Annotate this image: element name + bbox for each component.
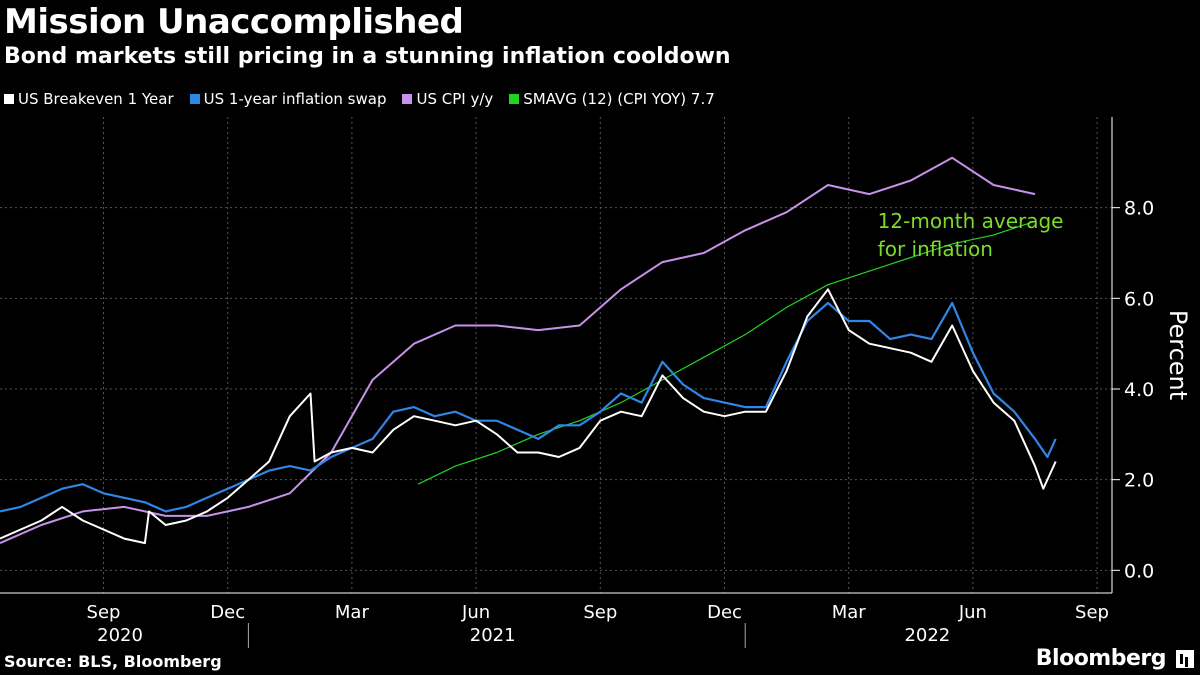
- year-label: 2020: [97, 625, 143, 646]
- legend-swatch-swap: [189, 94, 200, 104]
- x-tick-label: Sep: [1075, 602, 1109, 623]
- legend-item-cpi: US CPI y/y: [402, 90, 493, 108]
- x-tick-label: Mar: [832, 602, 867, 623]
- series-line-cpi: [0, 156, 1036, 545]
- bloomberg-mark-icon: [1176, 650, 1194, 668]
- legend-label-cpi: US CPI y/y: [416, 90, 494, 108]
- chart-subtitle: Bond markets still pricing in a stunning…: [4, 44, 731, 69]
- y-tick-label: 2.0: [1124, 470, 1154, 492]
- legend-label-breakeven: US Breakeven 1 Year: [18, 90, 174, 108]
- chart-title: Mission Unaccomplished: [4, 2, 464, 42]
- legend-label-swap: US 1-year inflation swap: [203, 90, 387, 108]
- annotation-text: for inflation: [878, 237, 993, 261]
- legend-label-smavg: SMAVG (12) (CPI YOY) 7.7: [523, 90, 715, 108]
- x-tick-label: Mar: [335, 602, 370, 623]
- legend-item-swap: US 1-year inflation swap: [189, 90, 387, 108]
- legend-swatch-cpi: [402, 94, 413, 104]
- legend: US Breakeven 1 Year US 1-year inflation …: [4, 90, 715, 108]
- series-line-smavg: [417, 220, 1036, 485]
- x-tick-label: Dec: [707, 602, 742, 623]
- x-tick-label: Jun: [461, 602, 490, 623]
- year-label: 2022: [904, 625, 950, 646]
- legend-item-breakeven: US Breakeven 1 Year: [4, 90, 174, 108]
- y-tick-label: 0.0: [1124, 560, 1154, 582]
- y-tick-label: 8.0: [1124, 198, 1154, 220]
- x-tick-label: Sep: [583, 602, 617, 623]
- legend-swatch-breakeven: [4, 94, 14, 104]
- series-line-breakeven: [0, 288, 1057, 545]
- annotation-text: 12-month average: [878, 209, 1064, 233]
- y-axis-title: Percent: [1164, 310, 1192, 400]
- x-tick-label: Jun: [958, 602, 987, 623]
- series-line-swap: [0, 301, 1057, 513]
- y-tick-label: 4.0: [1124, 379, 1154, 401]
- legend-swatch-smavg: [509, 94, 520, 104]
- y-tick-label: 6.0: [1124, 288, 1154, 310]
- year-label: 2021: [470, 625, 516, 646]
- bloomberg-logo: Bloomberg: [1035, 646, 1167, 671]
- x-tick-label: Sep: [87, 602, 121, 623]
- legend-item-smavg: SMAVG (12) (CPI YOY) 7.7: [509, 90, 715, 108]
- source-note: Source: BLS, Bloomberg: [4, 652, 222, 671]
- x-tick-label: Dec: [210, 602, 245, 623]
